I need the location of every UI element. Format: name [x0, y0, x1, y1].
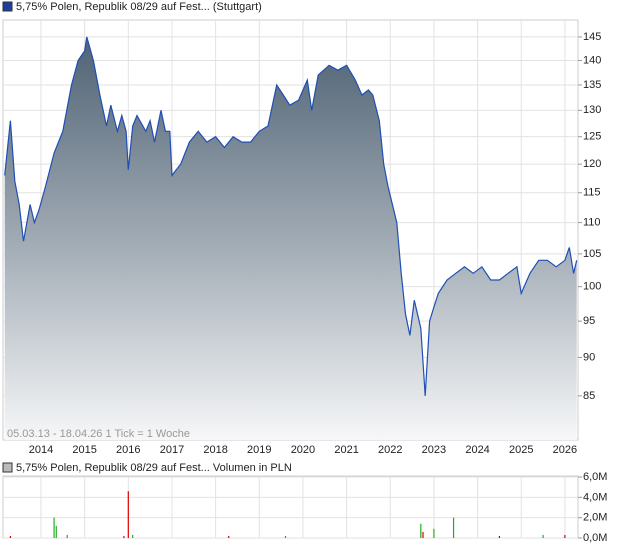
x-tick-label: 2018 — [203, 444, 227, 456]
volume-bar — [123, 535, 125, 538]
legend-label: 5,75% Polen, Republik 08/29 auf Fest... … — [16, 1, 262, 13]
volume-bar — [55, 525, 57, 538]
x-tick-label: 2022 — [378, 444, 402, 456]
y-tick-label: 2,0M — [583, 512, 607, 524]
x-tick-label: 2021 — [334, 444, 358, 456]
y-tick-label: 100 — [583, 281, 601, 293]
y-tick-label: 140 — [583, 54, 601, 66]
x-tick-label: 2020 — [291, 444, 315, 456]
volume-bar — [498, 535, 501, 538]
x-tick-label: 2024 — [465, 444, 489, 456]
y-tick-label: 145 — [583, 31, 601, 43]
volume-bar — [452, 517, 455, 538]
y-tick-label: 90 — [583, 351, 595, 363]
y-tick-label: 85 — [583, 390, 595, 402]
volume-bar — [564, 534, 566, 538]
note: 05.03.13 - 18.04.26 1 Tick = 1 Woche — [7, 428, 190, 440]
plot-frame — [2, 475, 579, 539]
y-tick-label: 130 — [583, 104, 601, 116]
y-tick-label: 110 — [583, 217, 601, 229]
y-tick-label: 125 — [583, 131, 601, 143]
x-tick-label: 2015 — [72, 444, 96, 456]
x-tick-label: 2019 — [247, 444, 271, 456]
volume-bar — [132, 534, 134, 538]
volume-bar — [228, 535, 230, 538]
x-tick-label: 2014 — [29, 444, 53, 456]
price-area — [4, 36, 577, 441]
volume-bar — [284, 535, 287, 538]
x-tick-label: 2017 — [160, 444, 184, 456]
volume-bar — [53, 517, 55, 538]
y-tick-label: 105 — [583, 248, 601, 260]
legend-swatch — [2, 462, 13, 473]
volume-bar — [66, 534, 68, 538]
y-tick-label: 4,0M — [583, 491, 607, 503]
x-tick-label: 2016 — [116, 444, 140, 456]
y-tick-label: 6,0M — [583, 471, 607, 483]
price-line — [4, 36, 578, 396]
x-tick-label: 2025 — [509, 444, 533, 456]
volume-bar — [9, 535, 12, 538]
y-tick-label: 115 — [583, 187, 601, 199]
legend-label: 5,75% Polen, Republik 08/29 auf Fest... … — [16, 462, 292, 474]
volume-bar — [127, 491, 129, 538]
volume-bar — [433, 528, 435, 538]
y-tick-label: 120 — [583, 158, 601, 170]
volume-bar — [420, 523, 422, 538]
x-tick-label: 2023 — [422, 444, 446, 456]
legend-swatch — [2, 1, 13, 12]
volume-bar — [422, 531, 424, 538]
y-tick-label: 135 — [583, 79, 601, 91]
x-tick-label: 2026 — [553, 444, 577, 456]
y-tick-label: 0,0M — [583, 532, 607, 544]
y-tick-label: 95 — [583, 315, 595, 327]
volume-bar — [542, 534, 544, 538]
